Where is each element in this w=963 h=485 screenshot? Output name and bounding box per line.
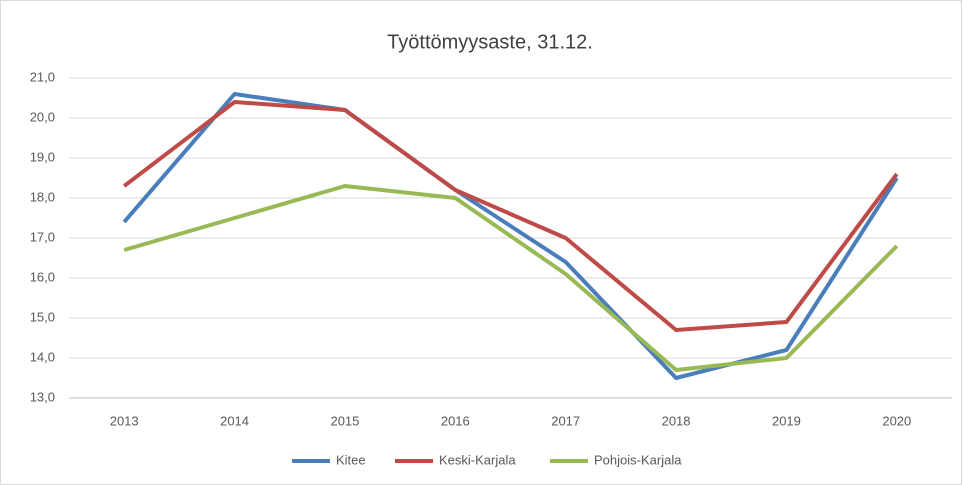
x-tick-label: 2015: [330, 413, 359, 428]
series-line: [122, 92, 899, 380]
x-tick-label: 2014: [220, 413, 249, 428]
legend-label: Keski-Karjala: [439, 452, 516, 467]
y-tick-label: 16,0: [30, 269, 55, 284]
x-tick-label: 2020: [882, 413, 911, 428]
series-line: [122, 100, 899, 332]
y-tick-label: 21,0: [30, 69, 55, 84]
y-tick-label: 17,0: [30, 229, 55, 244]
x-tick-label: 2019: [772, 413, 801, 428]
y-tick-label: 20,0: [30, 109, 55, 124]
x-tick-label: 2018: [662, 413, 691, 428]
y-tick-label: 18,0: [30, 189, 55, 204]
legend-label: Kitee: [336, 452, 366, 467]
y-tick-label: 19,0: [30, 149, 55, 164]
y-tick-label: 14,0: [30, 349, 55, 364]
x-tick-label: 2017: [551, 413, 580, 428]
chart-title: Työttömyysaste, 31.12.: [387, 31, 593, 53]
series-line: [123, 184, 899, 372]
legend-label: Pohjois-Karjala: [594, 452, 682, 467]
x-tick-label: 2016: [441, 413, 470, 428]
y-tick-label: 13,0: [30, 389, 55, 404]
x-tick-label: 2013: [110, 413, 139, 428]
y-tick-label: 15,0: [30, 309, 55, 324]
